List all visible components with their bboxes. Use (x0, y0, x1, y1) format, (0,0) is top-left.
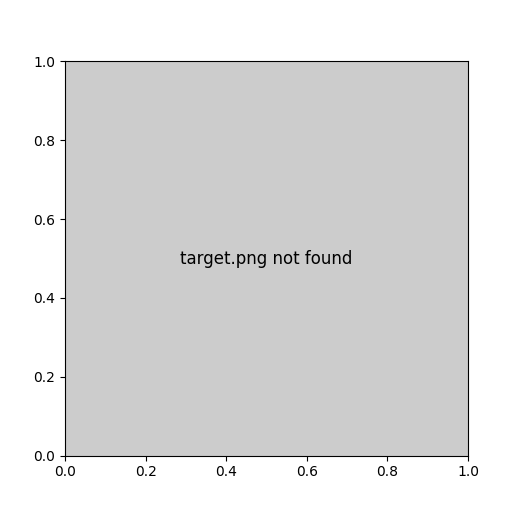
Text: target.png not found: target.png not found (180, 249, 353, 268)
